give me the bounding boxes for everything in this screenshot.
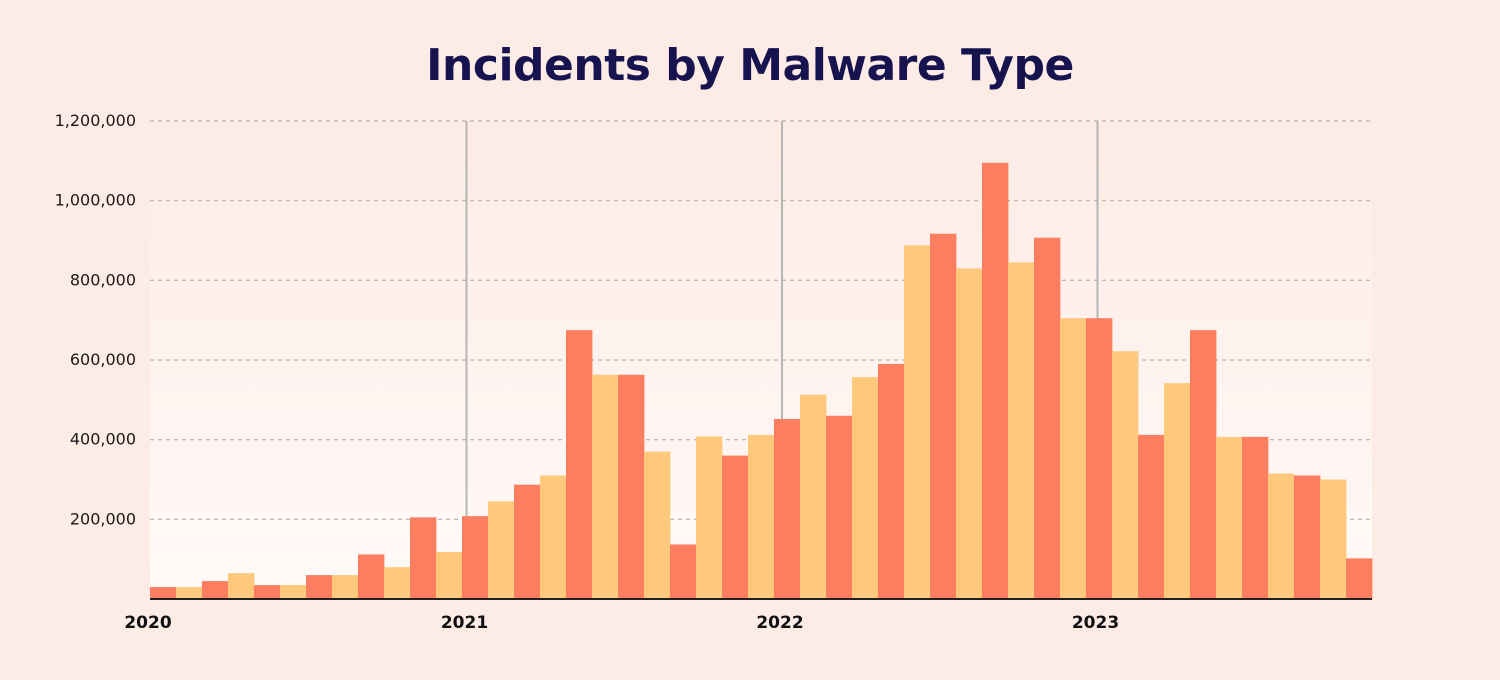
bar-2022-09 [982, 162, 1009, 599]
bar-2020-09 [358, 554, 385, 599]
bar-2022-07 [930, 233, 957, 600]
bar-2023-06 [1216, 436, 1243, 599]
bar-2022-08 [956, 268, 983, 599]
bar-2023-03 [1138, 434, 1165, 599]
bar-2022-10 [1008, 262, 1035, 599]
bar-2021-11 [722, 455, 749, 599]
bar-2021-12 [748, 434, 775, 599]
bar-2020-08 [332, 575, 359, 599]
bar-2022-06 [904, 245, 931, 599]
bar-2021-09 [670, 544, 697, 599]
bar-2022-02 [800, 394, 827, 599]
bar-2022-12 [1060, 318, 1087, 599]
tick-labels: 200,000 400,000 600,000 800,000 1,000,000 1,2… [55, 111, 1120, 633]
bar-2020-01 [150, 587, 177, 599]
bar-2023-01 [1086, 318, 1113, 599]
bar-2020-05 [254, 585, 281, 599]
bar-2021-04 [540, 475, 567, 599]
bar-2020-02 [176, 587, 203, 599]
bar-2023-11 [1346, 558, 1373, 599]
x-tick-label: 2020 [124, 613, 171, 633]
bar-2021-03 [514, 484, 541, 599]
bar-2022-04 [852, 377, 879, 599]
bar-2021-10 [696, 436, 723, 599]
bar-2021-02 [488, 501, 515, 599]
bars [150, 162, 1373, 600]
y-tick-label: 1,000,000 [55, 191, 136, 210]
x-tick-label: 2022 [756, 613, 803, 633]
y-tick-label: 200,000 [70, 509, 136, 528]
y-tick-label: 1,200,000 [55, 111, 136, 130]
bar-2023-08 [1268, 473, 1295, 599]
bar-2020-10 [384, 567, 411, 599]
bar-2023-07 [1242, 436, 1269, 599]
bar-2021-01 [462, 516, 489, 599]
bar-2021-08 [644, 451, 671, 599]
bar-2020-06 [280, 585, 307, 599]
y-tick-label: 800,000 [70, 270, 136, 289]
bar-2023-02 [1112, 351, 1139, 599]
bar-2020-07 [306, 575, 333, 599]
bar-2020-03 [202, 581, 229, 599]
y-tick-label: 600,000 [70, 350, 136, 369]
bar-2023-04 [1164, 383, 1191, 599]
bar-2022-05 [878, 363, 905, 599]
x-tick-label: 2023 [1072, 613, 1119, 633]
bar-2020-11 [410, 517, 437, 599]
chart-title: Incidents by Malware Type [426, 40, 1074, 91]
bar-2023-09 [1294, 475, 1321, 599]
bar-2022-11 [1034, 237, 1061, 599]
bar-2022-01 [774, 418, 801, 599]
x-tick-label: 2021 [441, 613, 488, 633]
bar-2021-07 [618, 374, 645, 599]
bar-2023-10 [1320, 479, 1347, 599]
bar-2021-05 [566, 330, 593, 600]
bar-2020-12 [436, 552, 463, 599]
bar-2021-06 [592, 374, 619, 599]
bar-2020-04 [228, 573, 255, 599]
bar-2023-05 [1190, 330, 1217, 600]
y-tick-label: 400,000 [70, 430, 136, 449]
bar-2022-03 [826, 415, 853, 599]
